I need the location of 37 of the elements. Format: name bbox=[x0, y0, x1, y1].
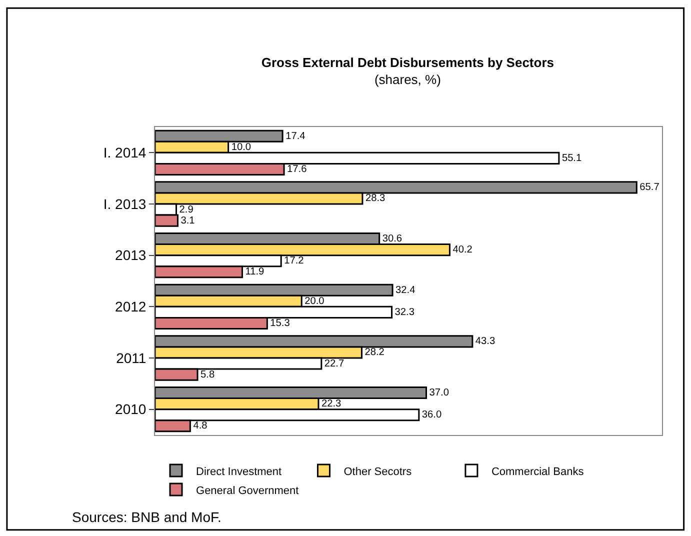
data-label: 37.0 bbox=[429, 388, 450, 399]
data-label: 11.9 bbox=[245, 266, 265, 278]
data-label: 22.3 bbox=[321, 398, 342, 410]
data-label: 10.0 bbox=[231, 142, 252, 153]
y-tick-label: I. 2013 bbox=[103, 196, 146, 212]
legend-label: General Government bbox=[196, 484, 299, 497]
data-label: 40.2 bbox=[452, 244, 473, 256]
data-label: 17.6 bbox=[287, 164, 308, 175]
data-label: 4.8 bbox=[193, 420, 208, 432]
data-label: 22.7 bbox=[324, 358, 344, 370]
data-label: 55.1 bbox=[562, 152, 582, 164]
data-label: 17.2 bbox=[284, 256, 304, 267]
y-tick-label: 2013 bbox=[115, 247, 146, 264]
legend-label: Other Secotrs bbox=[344, 466, 412, 478]
y-tick-label: 2011 bbox=[116, 350, 146, 366]
legend-label: Commercial Banks bbox=[491, 466, 584, 478]
data-label: 3.1 bbox=[180, 215, 196, 226]
chart-subtitle: (shares, %) bbox=[374, 72, 441, 87]
data-label: 17.4 bbox=[286, 130, 306, 142]
data-label: 28.3 bbox=[365, 193, 386, 204]
data-label: 20.0 bbox=[304, 296, 325, 307]
data-label: 36.0 bbox=[422, 410, 442, 421]
data-label: 30.6 bbox=[382, 234, 402, 245]
source-note: Sources: BNB and MoF. bbox=[72, 509, 222, 525]
data-label: 2.9 bbox=[179, 204, 194, 216]
data-label: 5.8 bbox=[200, 369, 215, 380]
y-tick-label: I. 2014 bbox=[103, 144, 146, 161]
data-label: 15.3 bbox=[270, 318, 290, 329]
data-label: 32.3 bbox=[394, 306, 415, 318]
legend-label: Direct Investment bbox=[196, 466, 282, 478]
y-tick-label: 2012 bbox=[115, 298, 146, 315]
data-label: 65.7 bbox=[640, 182, 660, 194]
chart-title: Gross External Debt Disbursements by Sectors bbox=[261, 55, 554, 70]
data-label: 28.2 bbox=[364, 347, 385, 358]
data-label: 43.3 bbox=[475, 336, 496, 348]
data-label: 32.4 bbox=[396, 284, 416, 296]
y-tick-label: 2010 bbox=[115, 401, 146, 418]
